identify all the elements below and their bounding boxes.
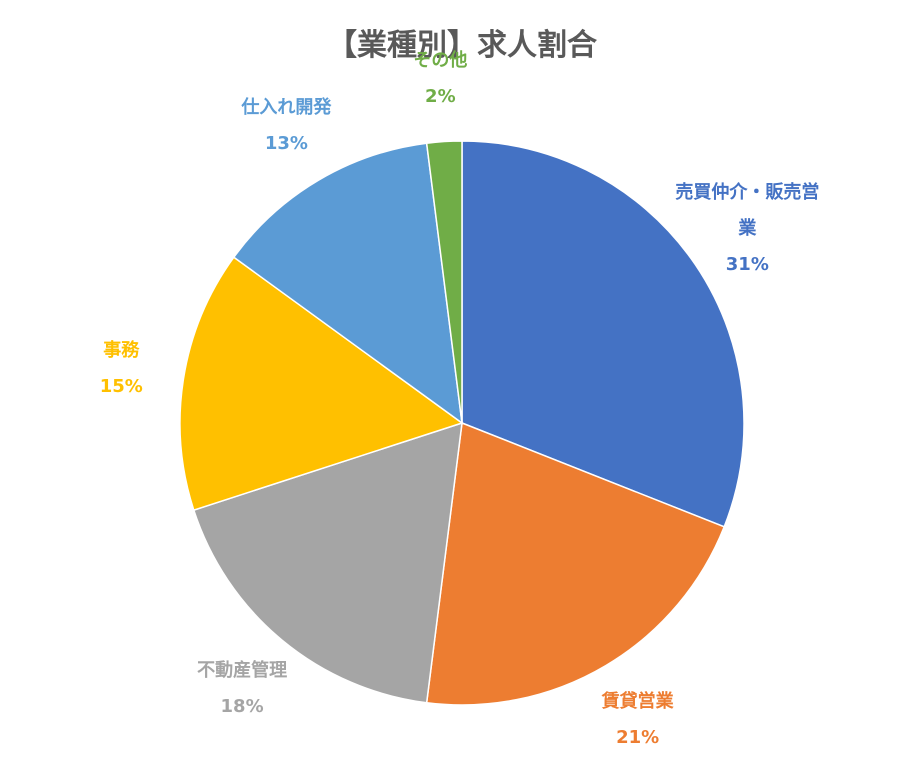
- data-label: 売買仲介・販売営業 31%: [672, 175, 822, 283]
- data-label: その他 2%: [365, 43, 515, 115]
- pie-slice: [425, 421, 726, 706]
- category-label: 不動産管理: [197, 659, 288, 681]
- pie-slice: [179, 256, 464, 512]
- category-label: その他: [413, 49, 468, 71]
- pie-slice: [192, 421, 463, 704]
- data-label: 事務 15%: [46, 333, 196, 405]
- chart-title: 【業種別】求人割合: [327, 28, 597, 63]
- value-label: 21%: [616, 726, 660, 748]
- category-label: 売買仲介・販売営業: [675, 182, 820, 240]
- pie-slice: [425, 140, 463, 424]
- data-label: 不動産管理 18%: [167, 653, 317, 725]
- value-label: 18%: [220, 695, 264, 717]
- category-label: 事務: [103, 340, 140, 362]
- value-label: 13%: [264, 133, 308, 155]
- data-label: 仕入れ開発 13%: [211, 90, 361, 162]
- category-label: 仕入れ開発: [241, 97, 332, 119]
- pie-slice: [461, 140, 745, 528]
- value-label: 31%: [725, 254, 769, 276]
- value-label: 15%: [99, 376, 143, 398]
- data-label: 賃貸営業 21%: [563, 684, 713, 756]
- category-label: 賃貸営業: [601, 690, 674, 712]
- pie-slice: [232, 142, 463, 425]
- value-label: 2%: [425, 85, 456, 107]
